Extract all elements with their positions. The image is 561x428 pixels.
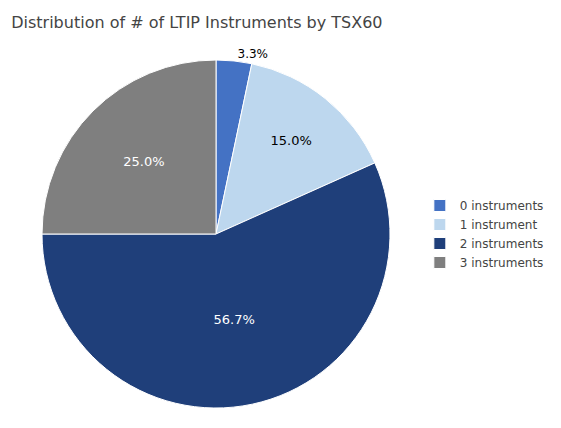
svg-text:3.3%: 3.3% — [238, 47, 268, 61]
svg-text:56.7%: 56.7% — [214, 312, 255, 327]
svg-text:15.0%: 15.0% — [270, 133, 311, 148]
svg-text:2 instruments: 2 instruments — [460, 237, 544, 251]
svg-text:1 instrument: 1 instrument — [460, 218, 538, 232]
svg-text:3 instruments: 3 instruments — [460, 256, 544, 270]
svg-text:25.0%: 25.0% — [123, 154, 164, 169]
svg-text:0 instruments: 0 instruments — [460, 199, 544, 213]
svg-text:Distribution of # of LTIP Inst: Distribution of # of LTIP Instruments by… — [11, 13, 382, 32]
